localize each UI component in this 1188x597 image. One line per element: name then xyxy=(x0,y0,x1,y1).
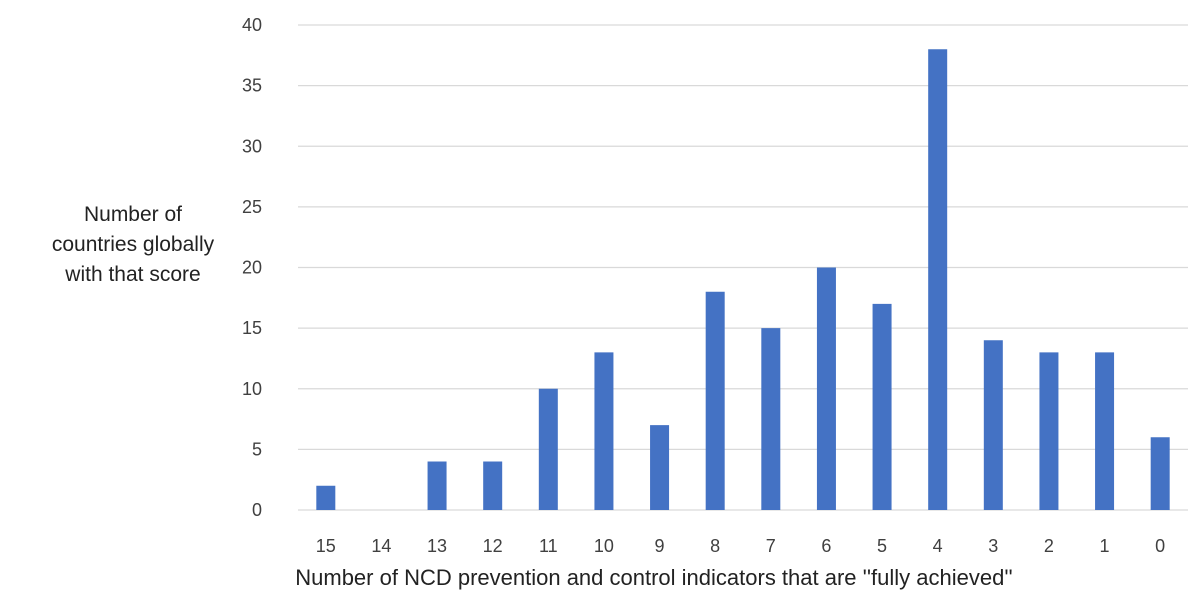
bar-11 xyxy=(538,388,558,510)
bar-5 xyxy=(872,303,892,510)
bar-1 xyxy=(1095,352,1115,510)
y-tick-label: 25 xyxy=(242,197,262,217)
y-tick-label: 5 xyxy=(252,439,262,459)
x-tick-label: 9 xyxy=(655,536,665,556)
y-axis-label-line-2: countries globally xyxy=(51,233,215,256)
x-tick-label: 4 xyxy=(933,536,943,556)
x-tick-label: 7 xyxy=(766,536,776,556)
bar-2 xyxy=(1039,352,1059,510)
y-tick-label: 10 xyxy=(242,379,262,399)
x-tick-label: 0 xyxy=(1155,536,1165,556)
bar-12 xyxy=(483,461,503,510)
x-axis-ticks: 15 14 13 12 11 10 9 8 7 6 5 4 3 2 1 0 xyxy=(316,536,1165,556)
x-tick-label: 5 xyxy=(877,536,887,556)
x-tick-label: 12 xyxy=(483,536,503,556)
y-axis-label-line-1: Number of xyxy=(83,203,183,226)
gridlines xyxy=(298,24,1188,511)
y-tick-label: 0 xyxy=(252,500,262,520)
bar-15 xyxy=(316,485,336,510)
y-tick-label: 40 xyxy=(242,15,262,35)
x-tick-label: 1 xyxy=(1100,536,1110,556)
x-tick-label: 14 xyxy=(371,536,391,556)
x-tick-label: 3 xyxy=(988,536,998,556)
y-axis-label: Number of countries globally with that s… xyxy=(38,200,228,290)
bar-10 xyxy=(594,352,614,510)
bars xyxy=(316,49,1170,510)
bar-8 xyxy=(705,291,725,510)
x-axis-label: Number of NCD prevention and control ind… xyxy=(295,565,1013,590)
bar-0 xyxy=(1150,437,1170,510)
y-axis-ticks: 0 5 10 15 20 25 30 35 40 xyxy=(242,15,262,520)
x-tick-label: 2 xyxy=(1044,536,1054,556)
bar-6 xyxy=(816,267,836,510)
x-tick-label: 6 xyxy=(821,536,831,556)
bar-3 xyxy=(983,340,1003,510)
y-tick-label: 35 xyxy=(242,76,262,96)
bar-7 xyxy=(761,328,781,510)
x-tick-label: 11 xyxy=(539,536,558,556)
bar-9 xyxy=(650,425,670,510)
y-tick-label: 20 xyxy=(242,258,262,278)
x-tick-label: 15 xyxy=(316,536,336,556)
y-tick-label: 15 xyxy=(242,318,262,338)
bar-4 xyxy=(928,49,948,510)
y-tick-label: 30 xyxy=(242,136,262,156)
x-tick-label: 13 xyxy=(427,536,447,556)
x-tick-label: 8 xyxy=(710,536,720,556)
bar-13 xyxy=(427,461,447,510)
y-axis-label-line-3: with that score xyxy=(65,263,201,286)
x-tick-label: 10 xyxy=(594,536,614,556)
